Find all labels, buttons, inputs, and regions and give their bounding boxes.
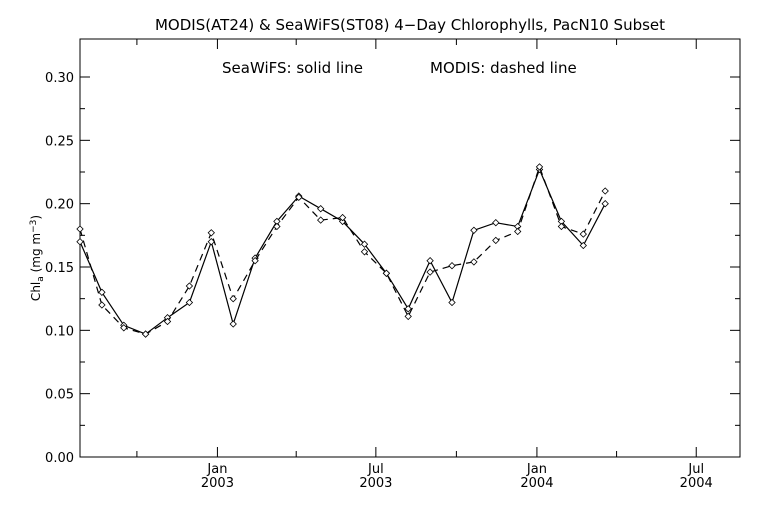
modis-line <box>79 165 606 335</box>
modis-data-point <box>229 295 237 303</box>
modis-data-point <box>448 262 456 270</box>
y-tick-label: 0.15 <box>45 261 74 276</box>
x-tick-year: 2003 <box>201 476 234 491</box>
modis-series <box>76 163 609 338</box>
seawifs-annotation: SeaWiFS: solid line <box>222 59 363 77</box>
seawifs-data-point <box>470 226 478 234</box>
modis-data-point <box>601 187 609 195</box>
modis-data-point <box>579 230 587 238</box>
modis-data-point <box>382 269 391 277</box>
seawifs-data-point <box>273 217 281 226</box>
modis-data-point <box>557 222 566 231</box>
modis-data-point <box>185 282 194 290</box>
y-tick-label: 0.30 <box>45 71 74 86</box>
x-tick-month: Jan <box>206 462 227 477</box>
modis-data-point <box>426 268 434 276</box>
seawifs-data-point <box>185 298 194 307</box>
seawifs-data-point <box>207 238 215 246</box>
series-layer <box>76 163 609 338</box>
x-tick-year: 2003 <box>359 476 392 491</box>
modis-data-point <box>295 193 303 201</box>
modis-data-point <box>470 258 478 266</box>
x-tick-month: Jul <box>687 462 704 477</box>
y-tick-label: 0.10 <box>45 324 74 339</box>
modis-data-point <box>163 317 172 326</box>
modis-data-point <box>360 248 369 256</box>
chart-title: MODIS(AT24) & SeaWiFS(ST08) 4−Day Chloro… <box>155 16 665 34</box>
modis-data-point <box>404 312 412 321</box>
x-tick-month: Jul <box>367 462 384 477</box>
seawifs-data-point <box>426 257 434 265</box>
x-tick-year: 2004 <box>520 476 553 491</box>
y-axis: 0.00 0.05 0.10 0.15 0.20 0.25 0.30 <box>45 71 740 466</box>
modis-data-point <box>251 257 259 265</box>
modis-data-point <box>514 227 522 236</box>
seawifs-data-point <box>404 305 412 313</box>
modis-data-point <box>338 213 347 222</box>
seawifs-series <box>76 165 609 338</box>
seawifs-data-point <box>557 217 566 226</box>
seawifs-data-point <box>76 238 84 246</box>
y-axis-label: Chla (mg m−3) <box>29 215 46 301</box>
modis-annotation: MODIS: dashed line <box>430 59 577 77</box>
plot-area-frame <box>79 38 741 458</box>
seawifs-data-point <box>229 320 237 328</box>
seawifs-data-point <box>492 219 500 227</box>
modis-data-point <box>141 330 150 338</box>
seawifs-data-point <box>579 241 587 250</box>
modis-data-point <box>492 236 500 245</box>
y-tick-label: 0.20 <box>45 198 74 213</box>
seawifs-data-point <box>98 288 106 296</box>
seawifs-line <box>79 167 606 335</box>
seawifs-data-point <box>360 240 369 248</box>
modis-data-point <box>76 225 84 233</box>
modis-data-point <box>207 229 215 237</box>
y-tick-label: 0.25 <box>45 134 74 149</box>
modis-data-point <box>120 324 128 332</box>
modis-data-point <box>535 163 544 171</box>
modis-data-point <box>273 222 281 231</box>
y-tick-label: 0.05 <box>45 388 74 403</box>
y-tick-label: 0.00 <box>45 451 74 466</box>
seawifs-data-point <box>317 205 325 213</box>
modis-data-point <box>98 301 106 309</box>
modis-data-point <box>317 216 325 224</box>
x-tick-year: 2004 <box>680 476 713 491</box>
x-tick-month: Jan <box>526 462 547 477</box>
seawifs-data-point <box>601 200 609 208</box>
seawifs-data-point <box>448 298 456 307</box>
